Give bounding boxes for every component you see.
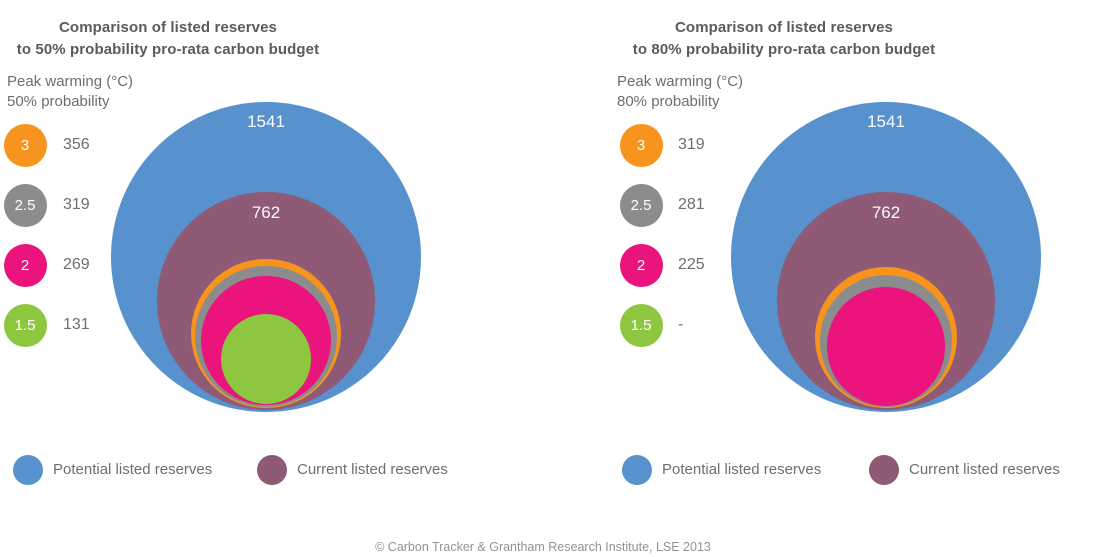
legend-title-line1: Peak warming (°C) bbox=[617, 73, 744, 90]
legend-circle-2c: 2 bbox=[619, 243, 663, 287]
bubble-value-label-current-listed-reserves: 762 bbox=[251, 203, 281, 222]
copyright-footer: © Carbon Tracker & Grantham Research Ins… bbox=[375, 540, 711, 554]
legend-value-2-5c: 319 bbox=[63, 196, 90, 213]
bottom-legend-circle-potential bbox=[622, 455, 652, 485]
bottom-legend-label-potential: Potential listed reserves bbox=[662, 461, 822, 478]
bottom-legend-label-potential: Potential listed reserves bbox=[53, 461, 213, 478]
legend-title: Peak warming (°C) 80% probability bbox=[617, 72, 743, 112]
legend-value-2c: 225 bbox=[678, 256, 705, 273]
legend-title: Peak warming (°C) 50% probability bbox=[7, 72, 133, 112]
chart-title: Comparison of listed reserves to 50% prob… bbox=[3, 17, 333, 61]
bubble-value-label-potential-listed-reserves: 1541 bbox=[867, 112, 905, 131]
legend-value-2c: 269 bbox=[63, 256, 90, 273]
chart-title-line2: to 80% probability pro-rata carbon budge… bbox=[632, 41, 936, 59]
legend-circle-2-5c: 2.5 bbox=[619, 183, 663, 227]
legend-value-3c: 319 bbox=[678, 136, 705, 153]
legend-circle-3c: 3 bbox=[3, 123, 47, 167]
chart-title: Comparison of listed reserves to 80% prob… bbox=[618, 17, 950, 61]
bottom-legend-label-current: Current listed reserves bbox=[909, 461, 1060, 478]
legend-value-3c: 356 bbox=[63, 136, 90, 153]
legend-circle-1-5c: 1.5 bbox=[619, 303, 663, 347]
legend-circle-3c: 3 bbox=[619, 123, 663, 167]
legend-circle-2c: 2 bbox=[3, 243, 47, 287]
chart-title-line1: Comparison of listed reserves bbox=[675, 19, 893, 37]
chart-title-line1: Comparison of listed reserves bbox=[59, 19, 277, 37]
legend-value-1-5c: - bbox=[678, 316, 684, 333]
bubble-budget-2c bbox=[826, 287, 946, 406]
legend-title-line2: 50% probability bbox=[7, 93, 110, 110]
bottom-legend-circle-current bbox=[869, 455, 899, 485]
bottom-legend-circle-potential bbox=[13, 455, 43, 485]
bottom-legend-label-current: Current listed reserves bbox=[297, 461, 448, 478]
bottom-legend-circle-current bbox=[257, 455, 287, 485]
legend-value-1-5c: 131 bbox=[63, 316, 90, 333]
legend-title-line2: 80% probability bbox=[617, 93, 720, 110]
bubble-value-label-potential-listed-reserves: 1541 bbox=[247, 112, 285, 131]
chart-title-line2: to 50% probability pro-rata carbon budge… bbox=[16, 41, 320, 59]
legend-circle-2-5c: 2.5 bbox=[3, 183, 47, 227]
bubble-value-label-current-listed-reserves: 762 bbox=[871, 203, 901, 222]
bubble-budget-1-5c bbox=[220, 313, 312, 404]
legend-value-2-5c: 281 bbox=[678, 196, 705, 213]
legend-circle-1-5c: 1.5 bbox=[3, 303, 47, 347]
legend-title-line1: Peak warming (°C) bbox=[7, 73, 134, 90]
